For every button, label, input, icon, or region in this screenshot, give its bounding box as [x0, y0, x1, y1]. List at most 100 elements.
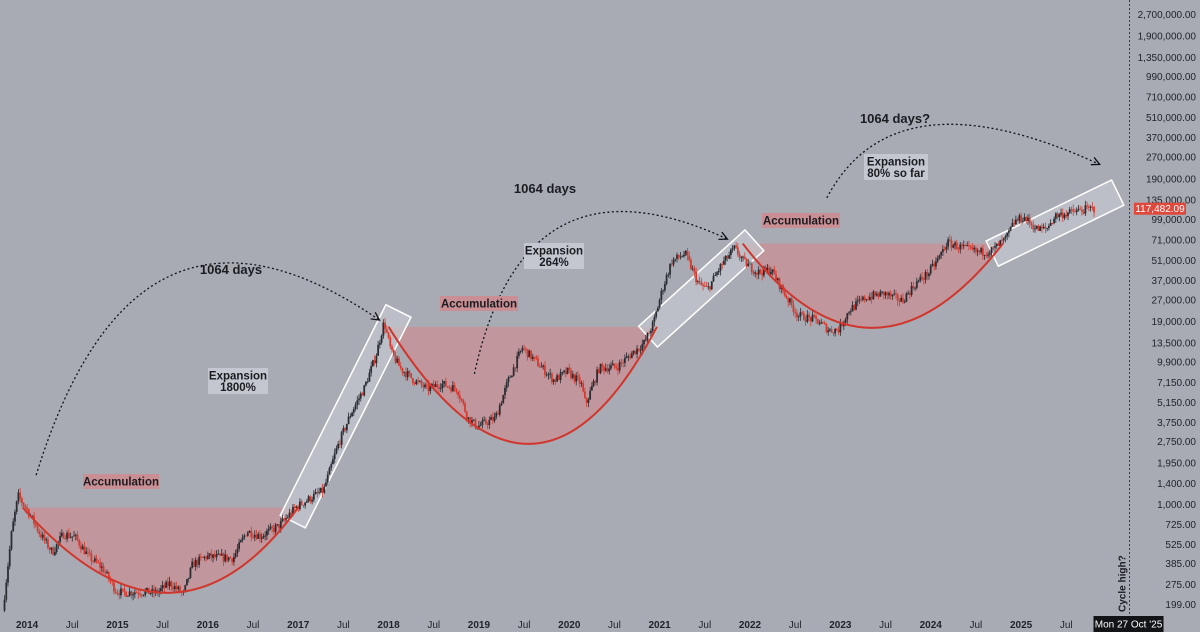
x-tick-label: 2020	[558, 620, 581, 631]
candle-body	[729, 249, 732, 256]
candle-body	[637, 348, 640, 351]
candle-body	[186, 579, 188, 586]
candle-body	[1002, 238, 1005, 241]
candle-body	[358, 398, 360, 401]
x-tick-label: 2021	[649, 620, 672, 631]
x-tick-label: Jul	[66, 620, 79, 631]
candle-body	[994, 245, 996, 248]
candle-body	[696, 281, 699, 283]
candle-body	[941, 249, 944, 253]
y-tick-label: 5,150.00	[1157, 398, 1196, 409]
x-tick-label: Jul	[427, 620, 440, 631]
candle-body	[299, 501, 301, 510]
candle-body	[973, 247, 976, 250]
candle-body	[816, 318, 819, 324]
candle-body	[776, 278, 779, 281]
candle-body	[312, 493, 315, 500]
candle-body	[295, 506, 298, 508]
candle-body	[431, 383, 433, 387]
candle-body	[472, 419, 475, 421]
candle-body	[590, 386, 593, 391]
candle-body	[130, 591, 133, 596]
candle-body	[632, 350, 635, 354]
candle-body	[67, 532, 70, 538]
candle-body	[719, 264, 722, 271]
candle-body	[392, 349, 395, 356]
expansion-label-bg-1	[208, 368, 268, 394]
candle-body	[302, 504, 305, 506]
candle-body	[292, 506, 294, 515]
candle-body	[987, 254, 989, 256]
candle-body	[490, 417, 492, 420]
candle-body	[465, 411, 468, 419]
candle-body	[498, 405, 501, 415]
candle-body	[886, 292, 889, 296]
candle-body	[531, 356, 534, 360]
candle-body	[976, 250, 979, 252]
candle-body	[571, 374, 574, 379]
candle-body	[646, 333, 649, 340]
candle-body	[239, 540, 242, 543]
candle-body	[660, 290, 663, 300]
candle-body	[166, 581, 169, 587]
candle-body	[589, 390, 592, 400]
candle-body	[444, 381, 447, 387]
candle-body	[556, 375, 559, 382]
candle-body	[961, 244, 963, 247]
candle-body	[1067, 212, 1069, 217]
candle-body	[236, 548, 239, 554]
candle-body	[411, 378, 414, 383]
candle-body	[683, 254, 685, 257]
candle-body	[462, 400, 465, 404]
y-tick-label: 990,000.00	[1146, 72, 1196, 83]
candle-body	[321, 487, 324, 493]
candle-body	[703, 285, 706, 287]
candle-body	[278, 524, 280, 529]
candle-body	[507, 377, 510, 383]
candle-body	[808, 314, 810, 318]
y-tick-label: 13,500.00	[1152, 338, 1197, 349]
candle-body	[959, 244, 962, 250]
candle-body	[733, 245, 736, 249]
candle-body	[955, 242, 958, 250]
candle-body	[867, 299, 870, 301]
candle-body	[69, 536, 72, 538]
candle-body	[738, 254, 741, 258]
candle-body	[596, 369, 598, 383]
candle-body	[1063, 214, 1066, 219]
candle-body	[580, 383, 583, 385]
candle-body	[198, 556, 201, 565]
candle-body	[326, 474, 329, 483]
candle-body	[945, 246, 948, 250]
candle-body	[318, 492, 320, 494]
candle-body	[293, 506, 296, 508]
candle-body	[144, 590, 147, 595]
candle-body	[898, 301, 901, 302]
candle-body	[366, 381, 369, 383]
crosshair-date-bg	[1093, 616, 1164, 632]
candle-body	[175, 586, 178, 590]
candle-body	[686, 250, 689, 256]
candle-body	[123, 588, 126, 592]
candle-body	[505, 382, 508, 389]
candle-body	[517, 351, 520, 356]
expansion-label-2-line2: 264%	[539, 257, 568, 269]
candle-body	[809, 317, 812, 322]
candle-body	[90, 553, 93, 562]
candle-body	[370, 366, 373, 373]
candle-body	[146, 587, 148, 591]
candle-body	[434, 384, 437, 388]
x-axis[interactable]: 2014 Jul 2015 Jul 2016 Jul 2017 Jul 2018 Jul 2019 J…	[16, 620, 1163, 631]
candle-body	[128, 591, 131, 596]
candle-body	[542, 365, 545, 367]
candle-body	[902, 297, 904, 303]
accumulation-label-bg-1	[83, 474, 159, 489]
candle-body	[856, 300, 859, 302]
candle-body	[483, 419, 486, 421]
candle-body	[985, 254, 988, 256]
candle-body	[36, 525, 39, 532]
candle-body	[603, 366, 605, 371]
candle-body	[107, 571, 110, 580]
y-axis[interactable]: 2,700,000.00 1,900,000.00 1,350,000.00 990,…	[1138, 10, 1197, 611]
